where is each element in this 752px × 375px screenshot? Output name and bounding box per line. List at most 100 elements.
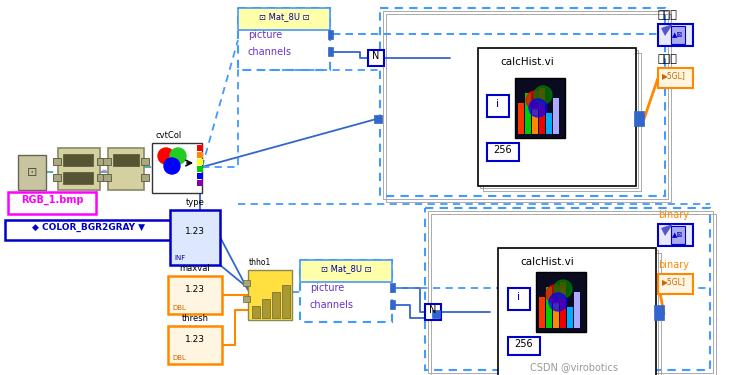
Bar: [300, 260, 392, 282]
Bar: [671, 226, 685, 244]
Text: ⊡ Mat_8U ⊡: ⊡ Mat_8U ⊡: [320, 264, 371, 273]
Text: 灰度图: 灰度图: [658, 10, 678, 20]
Bar: [536, 272, 586, 332]
Bar: [168, 326, 222, 364]
Text: channels: channels: [310, 300, 354, 310]
Bar: [428, 211, 713, 373]
Bar: [197, 166, 203, 172]
Circle shape: [549, 293, 567, 311]
Circle shape: [170, 148, 186, 164]
Text: ▶5GL]: ▶5GL]: [662, 278, 686, 286]
Bar: [480, 50, 638, 188]
Bar: [532, 108, 538, 134]
Bar: [539, 297, 545, 328]
Bar: [248, 270, 292, 320]
Text: CSDN @virobotics: CSDN @virobotics: [530, 362, 618, 372]
Text: binary: binary: [658, 260, 689, 270]
Circle shape: [158, 148, 174, 164]
Bar: [197, 152, 203, 158]
Bar: [671, 26, 685, 44]
Bar: [634, 111, 644, 126]
Circle shape: [526, 91, 544, 109]
Bar: [63, 172, 93, 184]
Text: N: N: [429, 305, 437, 315]
Bar: [8, 192, 96, 214]
Bar: [238, 8, 330, 30]
Text: 1.23: 1.23: [185, 228, 205, 237]
Bar: [197, 173, 203, 179]
Bar: [386, 14, 671, 202]
Text: ◆ COLOR_BGR2GRAY ▼: ◆ COLOR_BGR2GRAY ▼: [32, 222, 144, 232]
Text: i: i: [517, 292, 520, 302]
Text: N: N: [372, 51, 380, 61]
Text: ▲⊠: ▲⊠: [672, 32, 684, 38]
Text: 灰度图: 灰度图: [658, 54, 678, 64]
Bar: [658, 24, 693, 46]
Text: 1.23: 1.23: [185, 285, 205, 294]
Bar: [97, 158, 105, 165]
Polygon shape: [661, 24, 673, 36]
Bar: [432, 310, 440, 318]
Bar: [390, 300, 395, 309]
Bar: [508, 337, 540, 355]
Bar: [500, 250, 658, 375]
Bar: [53, 158, 61, 165]
Bar: [654, 305, 664, 320]
Bar: [658, 224, 693, 246]
Bar: [425, 304, 441, 320]
Bar: [108, 148, 144, 190]
Bar: [503, 253, 661, 375]
Bar: [483, 53, 641, 191]
Bar: [431, 214, 716, 375]
Bar: [374, 115, 382, 123]
Circle shape: [529, 99, 547, 117]
Circle shape: [164, 158, 180, 174]
Text: INF: INF: [174, 255, 185, 261]
Bar: [425, 208, 710, 370]
Bar: [272, 292, 280, 318]
Bar: [518, 103, 524, 134]
Bar: [383, 11, 668, 199]
Text: i: i: [496, 99, 499, 109]
Bar: [97, 174, 105, 181]
Bar: [282, 285, 290, 318]
Circle shape: [534, 86, 552, 104]
Text: calcHist.vi: calcHist.vi: [520, 257, 574, 267]
Text: ▲⊠: ▲⊠: [672, 232, 684, 238]
Text: cvtCol: cvtCol: [155, 131, 181, 140]
Bar: [243, 280, 250, 286]
Text: DBL: DBL: [172, 305, 186, 311]
Bar: [300, 260, 392, 322]
Text: channels: channels: [248, 47, 292, 57]
Bar: [525, 93, 531, 134]
Text: 256: 256: [493, 145, 512, 155]
Bar: [390, 283, 395, 292]
Text: picture: picture: [310, 283, 344, 293]
Bar: [170, 210, 220, 265]
Text: maxval: maxval: [180, 264, 211, 273]
Bar: [560, 282, 566, 328]
Bar: [103, 174, 111, 181]
Bar: [508, 288, 530, 310]
Bar: [498, 248, 656, 375]
Bar: [58, 148, 100, 190]
Text: calcHist.vi: calcHist.vi: [500, 57, 553, 67]
Bar: [168, 276, 222, 314]
Polygon shape: [661, 224, 673, 236]
Bar: [539, 88, 545, 134]
Bar: [243, 296, 250, 302]
Bar: [553, 98, 559, 134]
Text: RGB_1.bmp: RGB_1.bmp: [21, 195, 83, 205]
Bar: [5, 220, 171, 240]
Bar: [658, 68, 693, 88]
Text: ▶5GL]: ▶5GL]: [662, 72, 686, 81]
Bar: [368, 50, 384, 66]
Bar: [328, 47, 333, 56]
Bar: [238, 8, 330, 70]
Bar: [478, 48, 636, 186]
Text: picture: picture: [248, 30, 282, 40]
Bar: [567, 307, 573, 328]
Bar: [53, 174, 61, 181]
Text: binary: binary: [658, 210, 689, 220]
Text: type: type: [186, 198, 205, 207]
